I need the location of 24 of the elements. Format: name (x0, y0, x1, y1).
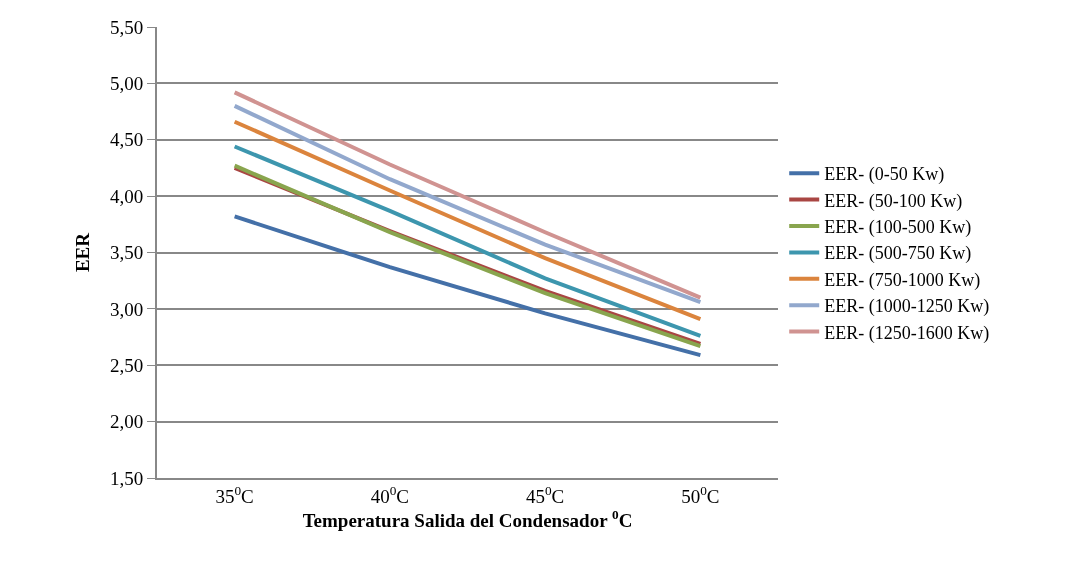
y-tick-label: 3,00 (109, 298, 144, 320)
legend-label: EER- (0-50 Kw) (824, 164, 945, 186)
line-series (232, 119, 703, 322)
y-tick-label: 5,50 (109, 16, 144, 38)
x-axis-title: Temperatura Salida del Condensador $^{0}$C (302, 506, 633, 531)
legend-label: EER- (1000-1250 Kw) (824, 296, 990, 318)
y-tick-label: 2,00 (109, 411, 144, 433)
x-tick-label: 50$^{0}$C (681, 482, 720, 507)
legend-label: EER- (500-750 Kw) (824, 243, 972, 265)
y-tick-label: 4,00 (109, 185, 144, 207)
x-tick-label: 45$^{0}$C (525, 482, 565, 507)
y-tick-label: 1,50 (109, 467, 144, 489)
x-tick-label: 35$^{0}$C (215, 482, 254, 507)
line-series (232, 214, 703, 358)
legend-label: EER- (50-100 Kw) (824, 190, 963, 212)
y-tick-label: 5,00 (109, 73, 144, 95)
y-tick-label: 4,50 (109, 129, 144, 151)
y-axis-title: EER (72, 232, 94, 273)
legend-label: EER- (100-500 Kw) (824, 217, 972, 239)
y-tick-label: 2,50 (109, 354, 144, 376)
y-tick-label: 3,50 (109, 242, 144, 264)
x-tick-label: 40$^{0}$C (370, 482, 410, 507)
legend-label: EER- (750-1000 Kw) (824, 269, 981, 291)
legend-label: EER- (1250-1600 Kw) (824, 322, 990, 344)
